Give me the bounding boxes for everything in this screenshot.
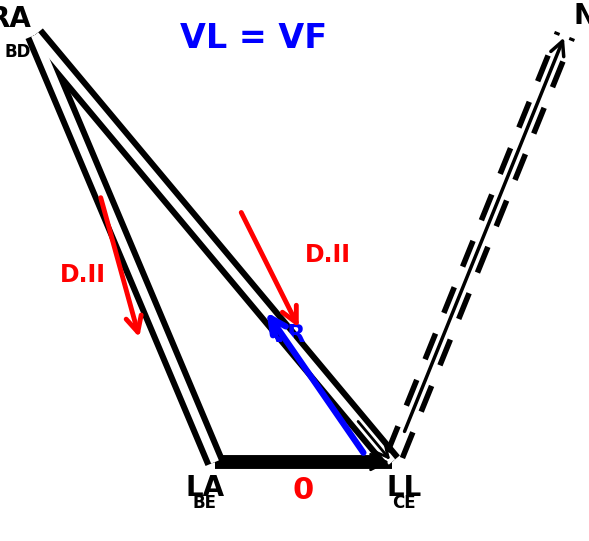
Text: D.II: D.II xyxy=(305,243,351,267)
Text: VL = VF: VL = VF xyxy=(180,22,327,55)
Text: VR: VR xyxy=(270,323,306,347)
Text: BE: BE xyxy=(193,494,217,512)
Text: BD: BD xyxy=(5,43,31,61)
Text: LL: LL xyxy=(386,474,422,502)
Text: RA: RA xyxy=(0,5,31,33)
Text: CE: CE xyxy=(392,494,416,512)
Text: N: N xyxy=(573,2,589,30)
Text: D.II: D.II xyxy=(60,263,106,287)
Text: 0: 0 xyxy=(293,476,314,505)
Text: LA: LA xyxy=(186,474,224,502)
